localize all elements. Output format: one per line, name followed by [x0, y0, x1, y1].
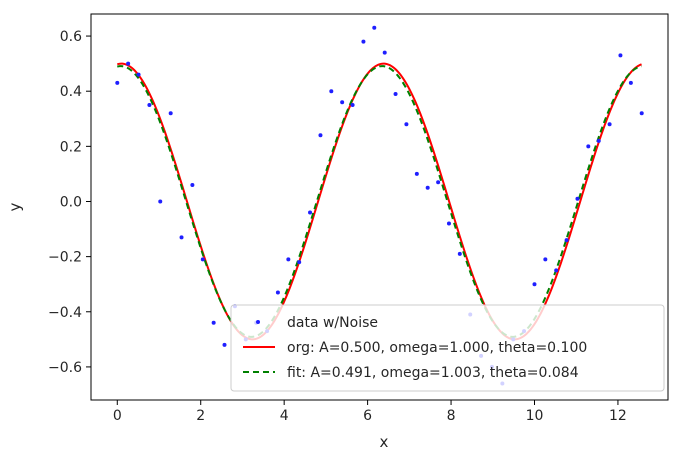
data-point [147, 102, 152, 107]
data-point [179, 235, 184, 240]
y-tick-label: −0.4 [48, 305, 82, 321]
data-point [543, 257, 548, 262]
legend-label-data: data w/Noise [287, 315, 378, 331]
data-point [222, 342, 227, 347]
data-point [350, 102, 355, 107]
data-point [308, 210, 313, 215]
data-point [618, 53, 623, 58]
legend: data w/Noise org: A=0.500, omega=1.000, … [230, 304, 665, 392]
data-point [136, 72, 141, 77]
data-point [286, 257, 291, 262]
data-point [340, 100, 345, 105]
x-tick-label: 2 [196, 408, 205, 424]
data-point [554, 268, 559, 273]
fit-curve [117, 65, 642, 338]
x-tick-label: 10 [526, 408, 544, 424]
data-point [211, 320, 216, 325]
y-tick-label: 0.0 [60, 194, 82, 210]
data-point [329, 89, 334, 94]
data-point [168, 111, 173, 116]
x-axis-label: x [380, 433, 389, 451]
legend-box [230, 304, 665, 392]
data-point [564, 238, 569, 243]
y-tick-label: −0.6 [48, 360, 82, 376]
legend-label-org: org: A=0.500, omega=1.000, theta=0.100 [287, 340, 587, 356]
data-point [457, 251, 462, 256]
data-point [275, 290, 280, 295]
series-fit-line [117, 65, 642, 338]
y-tick-label: 0.6 [60, 29, 82, 45]
data-point [446, 221, 451, 226]
legend-label-fit: fit: A=0.491, omega=1.003, theta=0.084 [287, 365, 579, 381]
data-point [297, 260, 302, 265]
y-tick-label: 0.4 [60, 84, 82, 100]
data-point [425, 185, 430, 190]
x-tick-label: 8 [447, 408, 456, 424]
x-tick-label: 6 [363, 408, 372, 424]
data-point [190, 182, 195, 187]
x-tick-label: 0 [113, 408, 122, 424]
data-point [607, 122, 612, 127]
data-point [532, 282, 537, 287]
org-curve [117, 62, 642, 341]
x-tick-label: 4 [280, 408, 289, 424]
data-point [404, 122, 409, 127]
data-point [596, 138, 601, 143]
data-point [393, 91, 398, 96]
legend-marker-data [256, 320, 260, 324]
data-point [628, 80, 633, 85]
y-tick-label: −0.2 [48, 250, 82, 266]
data-point [318, 133, 323, 138]
y-axis-label: y [6, 202, 24, 211]
data-point [382, 50, 387, 55]
data-point [575, 196, 580, 201]
y-tick-label: 0.2 [60, 139, 82, 155]
series-org-line [117, 62, 642, 341]
data-point [158, 199, 163, 204]
data-point [586, 144, 591, 149]
data-point [414, 171, 419, 176]
x-tick-label: 12 [609, 408, 627, 424]
data-point [126, 61, 131, 66]
data-point [200, 257, 205, 262]
y-axis-ticks: −0.6 −0.4 −0.2 0.0 0.2 0.4 0.6 [48, 29, 91, 376]
x-axis-ticks: 0 2 4 6 8 10 12 [113, 400, 627, 424]
data-point [639, 111, 644, 116]
data-point [436, 180, 441, 185]
data-point [372, 25, 377, 30]
data-point [115, 80, 120, 85]
data-point [361, 39, 366, 44]
